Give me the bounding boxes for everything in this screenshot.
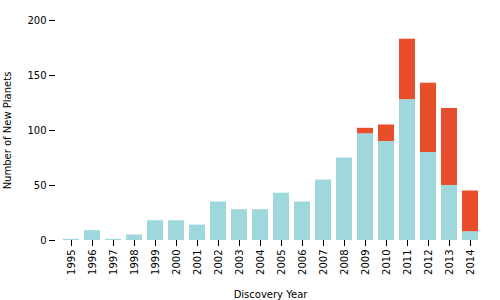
svg-text:2003: 2003 <box>234 250 245 275</box>
svg-text:2011: 2011 <box>402 250 413 275</box>
svg-text:2006: 2006 <box>297 250 308 275</box>
svg-text:2004: 2004 <box>255 250 266 275</box>
svg-text:2008: 2008 <box>339 250 350 275</box>
svg-text:100: 100 <box>27 125 46 136</box>
svg-text:2013: 2013 <box>444 250 455 275</box>
svg-text:1998: 1998 <box>129 250 140 275</box>
svg-text:2000: 2000 <box>171 250 182 275</box>
svg-text:2007: 2007 <box>318 250 329 275</box>
svg-text:2012: 2012 <box>423 250 434 275</box>
svg-text:1997: 1997 <box>108 250 119 275</box>
svg-text:1999: 1999 <box>150 250 161 275</box>
svg-text:Number of New Planets: Number of New Planets <box>2 72 13 190</box>
svg-text:Discovery Year: Discovery Year <box>234 289 309 300</box>
svg-text:1996: 1996 <box>87 250 98 275</box>
svg-text:150: 150 <box>27 70 46 81</box>
svg-text:2005: 2005 <box>276 250 287 275</box>
svg-text:2009: 2009 <box>360 250 371 275</box>
svg-text:0: 0 <box>40 235 46 246</box>
svg-text:200: 200 <box>27 15 46 26</box>
svg-text:2001: 2001 <box>192 250 203 275</box>
svg-text:50: 50 <box>34 180 47 191</box>
svg-text:2002: 2002 <box>213 250 224 275</box>
svg-text:1995: 1995 <box>66 250 77 275</box>
svg-text:2014: 2014 <box>465 250 476 275</box>
svg-text:2010: 2010 <box>381 250 392 275</box>
